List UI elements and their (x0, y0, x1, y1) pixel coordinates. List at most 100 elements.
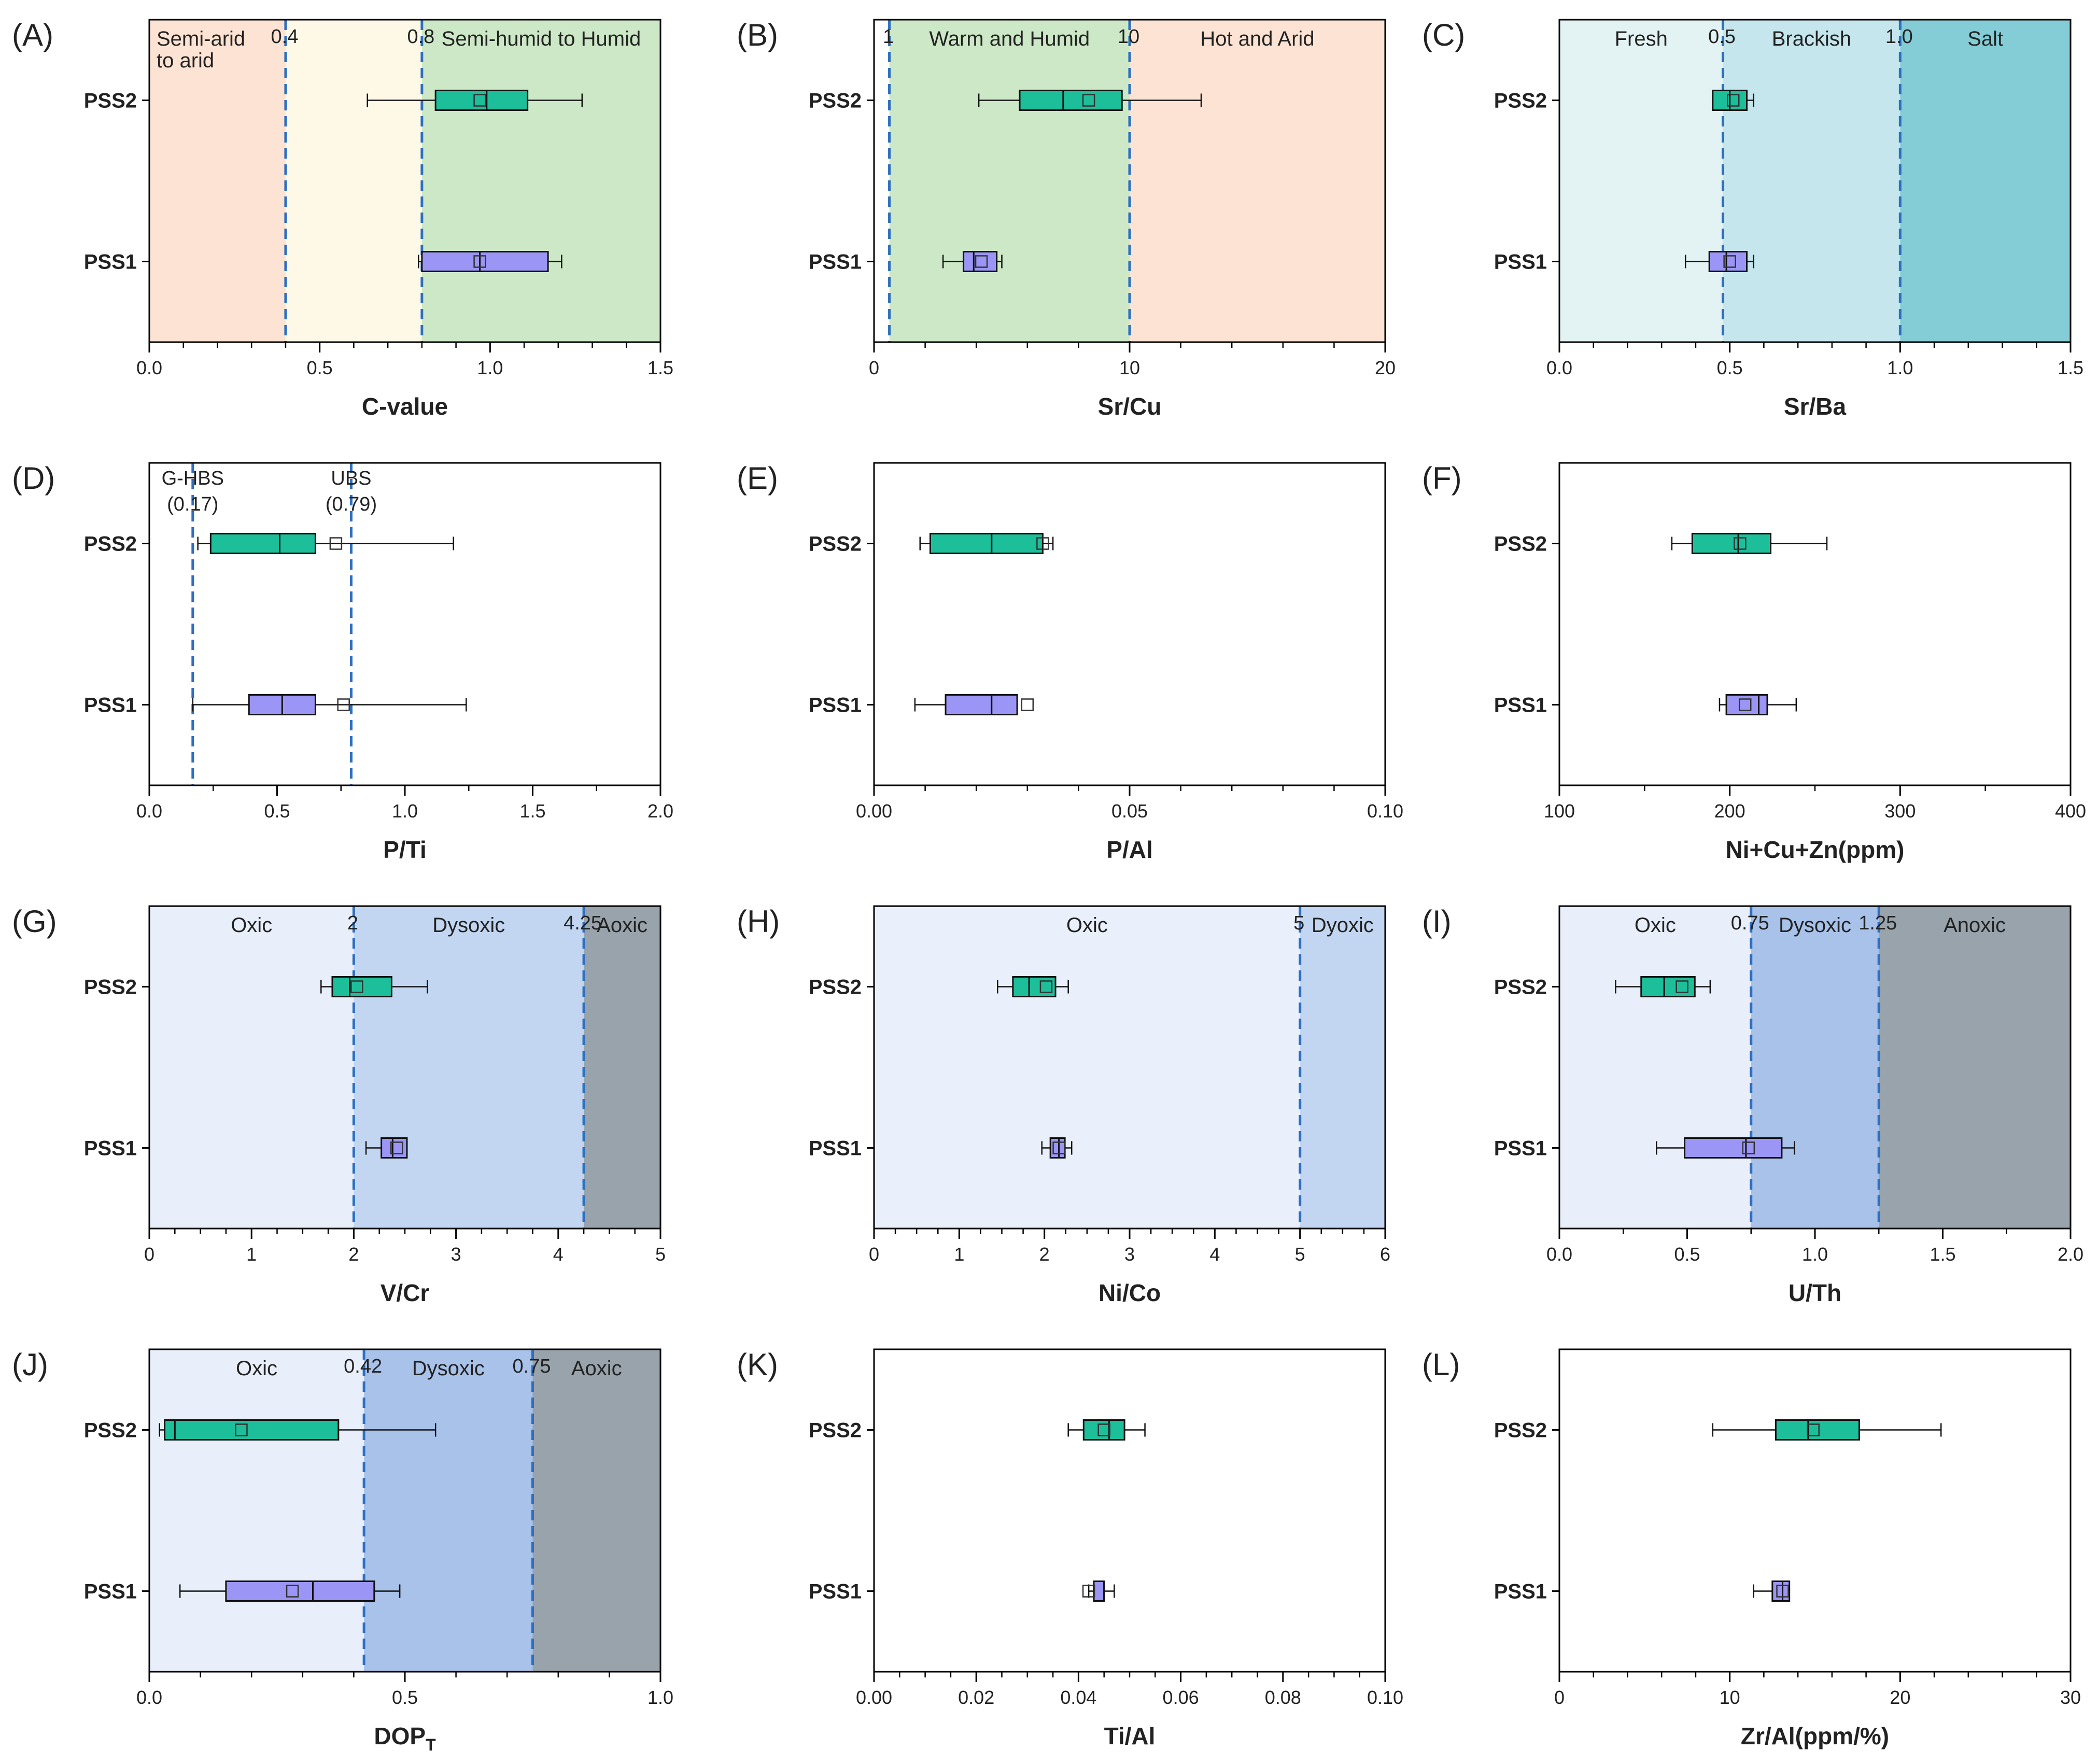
x-axis-title: Ni+Cu+Zn(ppm) (1726, 836, 1905, 863)
zone-label: Dysoxic (432, 914, 505, 937)
zone-band (874, 20, 890, 342)
zone-band (1723, 20, 1900, 342)
zone-band (532, 1349, 660, 1672)
panel-label: (A) (12, 18, 53, 52)
iqr-box (225, 1580, 375, 1602)
iqr-box (1775, 1419, 1860, 1441)
category-label: PSS2 (1494, 90, 1547, 112)
zone-band (364, 1349, 533, 1672)
tick-label: 400 (2055, 800, 2086, 822)
mean-marker (1036, 537, 1049, 550)
mean-marker (1082, 1585, 1095, 1598)
tick-label: 1.0 (1887, 357, 1913, 378)
tick-label: 200 (1714, 800, 1745, 822)
threshold-label: 2 (347, 912, 358, 934)
panel-label: (I) (1422, 904, 1452, 939)
tick-label: 0.08 (1265, 1687, 1301, 1708)
tick-label: 0.04 (1060, 1687, 1096, 1708)
chart-panel-c: Fresh Brackish Salt 0.5 1.0 0.0 0.5 1.0 1.5 (C) Sr… (1422, 18, 2083, 420)
panel-label: (G) (12, 904, 57, 939)
tick-label: 4 (553, 1244, 564, 1265)
mean-marker (1807, 1423, 1820, 1436)
threshold-label: 0.5 (1708, 26, 1736, 48)
zone-band (421, 20, 660, 342)
mean-marker (337, 698, 350, 711)
tick-label: 1.5 (519, 800, 545, 822)
zone-label: Aoxic (597, 914, 647, 937)
mean-marker (1039, 980, 1053, 993)
tick-label: 6 (1380, 1244, 1390, 1265)
panel-label: (K) (737, 1347, 778, 1382)
zone-label: Oxic (231, 914, 272, 937)
tick-label: 0.00 (856, 800, 892, 822)
zone-label: Dysoxic (412, 1357, 485, 1380)
mean-marker (1052, 1141, 1065, 1154)
tick-label: 0.5 (264, 800, 290, 822)
threshold-label: 4.25 (564, 912, 602, 934)
x-axis-title: P/Ti (383, 836, 427, 863)
category-label: PSS1 (84, 1580, 137, 1603)
panel-label: (L) (1422, 1347, 1460, 1382)
threshold-label: 0.4 (271, 26, 299, 48)
tick-label: 0 (869, 1244, 879, 1265)
mean-marker (473, 255, 486, 268)
category-label: PSS2 (809, 90, 862, 112)
mean-marker (286, 1585, 299, 1598)
tick-label: 20 (1375, 357, 1396, 378)
category-label: PSS1 (84, 694, 137, 717)
zone-label: Hot and Arid (1200, 27, 1314, 50)
category-label: PSS2 (809, 533, 862, 556)
iqr-box (1771, 1580, 1791, 1602)
category-label: PSS2 (84, 976, 137, 999)
mean-marker (329, 537, 343, 550)
tick-label: 0.00 (856, 1687, 892, 1708)
category-label: PSS2 (84, 90, 137, 112)
chart-panel-k: 0.00 0.02 0.04 0.06 0.08 0.10 (K) Ti/Al PSS2 PSS1 (737, 1347, 1403, 1749)
tick-label: 20 (1890, 1687, 1910, 1708)
zone-label: Dysoxic (1779, 914, 1851, 937)
panel-label: (C) (1422, 18, 1465, 52)
zone-label: Semi-arid (157, 27, 245, 50)
iqr-box (1725, 694, 1768, 715)
tick-label: 10 (1119, 357, 1140, 378)
tick-label: 1.5 (2058, 357, 2083, 378)
mean-marker (1723, 255, 1736, 268)
tick-label: 10 (1720, 1687, 1740, 1708)
threshold-label: G-HBS (162, 468, 224, 489)
tick-label: 100 (1544, 800, 1575, 822)
x-axis-title: Zr/Al(ppm/%) (1741, 1723, 1889, 1749)
zone-band (354, 906, 584, 1229)
plot-frame (873, 462, 1386, 786)
x-axis-title: U/Th (1789, 1279, 1841, 1306)
zone-label: Semi-humid to Humid (442, 27, 641, 50)
zone-label: Brackish (1772, 27, 1851, 50)
zone-label: Warm and Humid (929, 27, 1090, 50)
zone-band (1559, 906, 1751, 1229)
chart-panel-h: Oxic Dyoxic 5 0 1 2 3 4 5 6 (H) Ni/Co PSS2 PSS1 (737, 904, 1390, 1306)
category-label: PSS2 (1494, 1419, 1547, 1442)
category-label: PSS2 (1494, 976, 1547, 999)
category-label: PSS2 (809, 1419, 862, 1442)
iqr-box (209, 533, 316, 554)
tick-label: 0.0 (1546, 1244, 1572, 1265)
threshold-label: 0.8 (407, 26, 434, 48)
threshold-label: 10 (1118, 26, 1139, 48)
tick-label: 0.5 (1717, 357, 1743, 378)
category-label: PSS2 (84, 533, 137, 556)
iqr-box (381, 1137, 408, 1159)
panel-label: (H) (737, 904, 780, 939)
zone-label: to arid (157, 49, 214, 72)
tick-label: 2 (348, 1244, 359, 1265)
chart-panel-l: 0 10 20 30 (L) Zr/Al(ppm/%) PSS2 PSS1 (1422, 1347, 2081, 1749)
zone-band (149, 906, 354, 1229)
zone-band (285, 20, 422, 342)
plot-frame (148, 462, 661, 786)
zone-label: Oxic (236, 1357, 277, 1380)
x-axis-title: V/Cr (381, 1279, 430, 1306)
threshold-label: 0.75 (513, 1356, 551, 1377)
mean-marker (390, 1141, 403, 1154)
tick-label: 0.02 (958, 1687, 994, 1708)
mean-marker (975, 255, 988, 268)
category-label: PSS2 (1494, 533, 1547, 556)
